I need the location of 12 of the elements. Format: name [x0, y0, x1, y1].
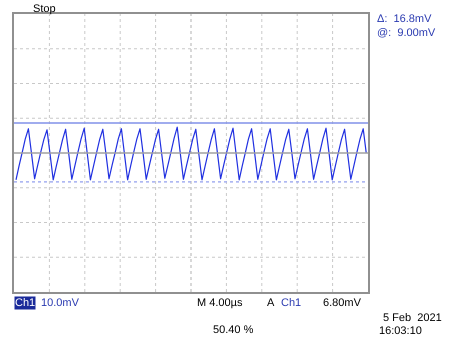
text: A — [267, 297, 275, 309]
text: Stop — [33, 3, 56, 15]
text: 6.80mV — [323, 297, 362, 309]
text: @: 9.00mV — [377, 27, 436, 39]
text: 16:03:10 — [379, 325, 422, 337]
text: M 4.00µs — [197, 297, 243, 309]
text: 10.0mV — [41, 297, 80, 309]
text: Ch1 — [15, 297, 36, 309]
text: Ch1 — [281, 297, 302, 309]
text: 5 Feb 2021 — [383, 312, 442, 324]
text: 50.40 % — [213, 324, 254, 336]
text: Δ: 16.8mV — [377, 13, 432, 25]
